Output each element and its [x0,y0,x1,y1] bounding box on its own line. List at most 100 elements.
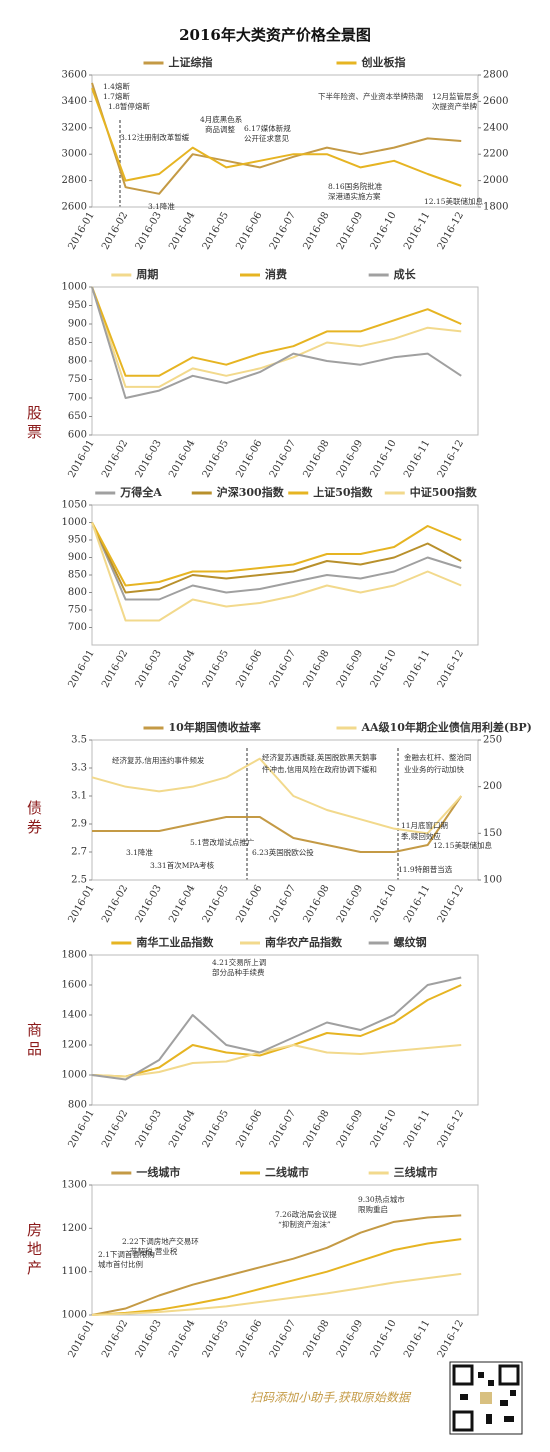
annotation: 3.1降准 [148,201,175,211]
annotation: 件冲击,信用风险在政府协调下缓和 [262,764,377,774]
annotation: 部分品种手续费 [212,967,265,977]
x-tick-label: 2016-04 [167,1318,197,1359]
x-tick-label: 2016-12 [436,1318,466,1359]
x-tick-label: 2016-04 [167,1108,197,1149]
y2-tick-label: 100 [483,875,502,886]
annotation: 1.7熔断 [103,91,130,101]
series-line [92,795,463,853]
x-tick-label: 2016-01 [66,648,96,689]
x-tick-label: 2016-02 [100,648,130,689]
annotation: 11月底窗口期 [401,820,448,830]
page-title: 2016年大类资产价格全景图 [179,26,371,44]
x-tick-label: 2016-08 [301,883,331,924]
y-tick-label: 850 [68,337,87,348]
x-tick-label: 2016-09 [335,1108,365,1149]
x-tick-label: 2016-07 [268,883,298,924]
annotation: 2.22下调房地产交易环 [122,1236,199,1246]
x-tick-label: 2016-05 [201,1108,231,1149]
y-tick-label: 1100 [62,1266,87,1277]
series-line [91,976,462,1081]
legend-label: 南华工业品指数 [136,935,214,949]
legend-label: 10年期国债收益率 [169,720,261,734]
annotation: 6.17媒体新规 [244,123,291,133]
y-tick-label: 2.5 [71,875,87,886]
y-tick-label: 900 [68,552,87,563]
y-tick-label: 1300 [62,1180,87,1191]
x-tick-label: 2016-09 [335,438,365,479]
series-line [91,984,462,1078]
x-tick-label: 2016-07 [268,648,298,689]
x-tick-label: 2016-10 [369,883,399,924]
legend-label: 创业板指 [361,55,406,69]
x-tick-label: 2016-02 [100,438,130,479]
x-tick-label: 2016-02 [100,1318,130,1359]
y-tick-label: 1000 [62,282,87,293]
legend-label: 螺纹钢 [394,935,427,949]
x-tick-label: 2016-10 [369,210,399,251]
y-tick-label: 1600 [62,980,87,991]
series-line [91,757,462,835]
y-tick-label: 1000 [62,1070,87,1081]
x-tick-label: 2016-05 [201,648,231,689]
legend-label: 南华农产品指数 [265,935,343,949]
y-tick-label: 1800 [62,950,87,961]
x-tick-label: 2016-10 [369,438,399,479]
series-line [91,522,462,587]
x-tick-label: 2016-03 [134,210,164,251]
x-tick-label: 2016-05 [201,1318,231,1359]
y-tick-label: 3000 [62,149,87,160]
series-line [91,286,462,399]
plot-frame [91,954,479,1106]
x-tick-label: 2016-02 [100,210,130,251]
y-tick-label: 2600 [62,202,87,213]
annotation: 12月监管层多 [432,91,480,101]
annotation: 1.8暂停熔断 [108,101,150,111]
x-tick-label: 2016-08 [301,438,331,479]
plot-frame [91,74,479,208]
y-tick-label: 3400 [62,96,87,107]
x-tick-label: 2016-03 [134,883,164,924]
annotation: 4.21交易所上调 [212,957,266,967]
plot-frame [91,739,479,881]
x-tick-label: 2016-06 [234,883,264,924]
x-tick-label: 2016-11 [402,648,432,689]
annotation: 3.1降准 [126,847,153,857]
annotation: 季,赎回效应 [401,831,441,841]
x-tick-label: 2016-05 [201,883,231,924]
annotation: 金融去杠杆、整治同 [404,752,472,762]
annotation: 12.15美联储加息 [424,196,483,206]
x-tick-label: 2016-08 [301,210,331,251]
y2-tick-label: 2600 [483,96,508,107]
legend-label: 三线城市 [394,1165,438,1179]
x-tick-label: 2016-12 [436,883,466,924]
x-tick-label: 2016-10 [369,1318,399,1359]
x-tick-label: 2016-12 [436,210,466,251]
annotation: 节契税,营业税 [130,1246,178,1256]
annotation: 9.30热点城市 [358,1194,405,1204]
y2-tick-label: 2200 [483,149,508,160]
x-tick-label: 2016-08 [301,648,331,689]
y-tick-label: 800 [68,1100,87,1111]
legend-label: 周期 [136,267,158,281]
x-tick-label: 2016-03 [134,1108,164,1149]
series-line [91,522,462,622]
y-tick-label: 2800 [62,175,87,186]
section-label: 股票 [25,405,43,443]
annotation: “抑制资产泡沫” [278,1219,331,1229]
x-tick-label: 2016-04 [167,210,197,251]
x-tick-label: 2016-06 [234,648,264,689]
x-tick-label: 2016-11 [402,438,432,479]
series-line [91,522,462,594]
x-tick-label: 2016-01 [66,438,96,479]
annotation: 经济复苏,信用违约事件频发 [112,755,205,765]
series-line [91,1044,462,1078]
annotation: 下半年险资、产业资本举牌热潮 [318,91,423,101]
y-tick-label: 950 [68,300,87,311]
x-tick-label: 2016-11 [402,1318,432,1359]
annotation: 3.31首次MPA考核 [150,860,215,870]
x-tick-label: 2016-03 [134,1318,164,1359]
annotation: 12.15美联储加息 [433,840,492,850]
y-tick-label: 3.5 [71,735,87,746]
plot-frame [91,1184,479,1316]
